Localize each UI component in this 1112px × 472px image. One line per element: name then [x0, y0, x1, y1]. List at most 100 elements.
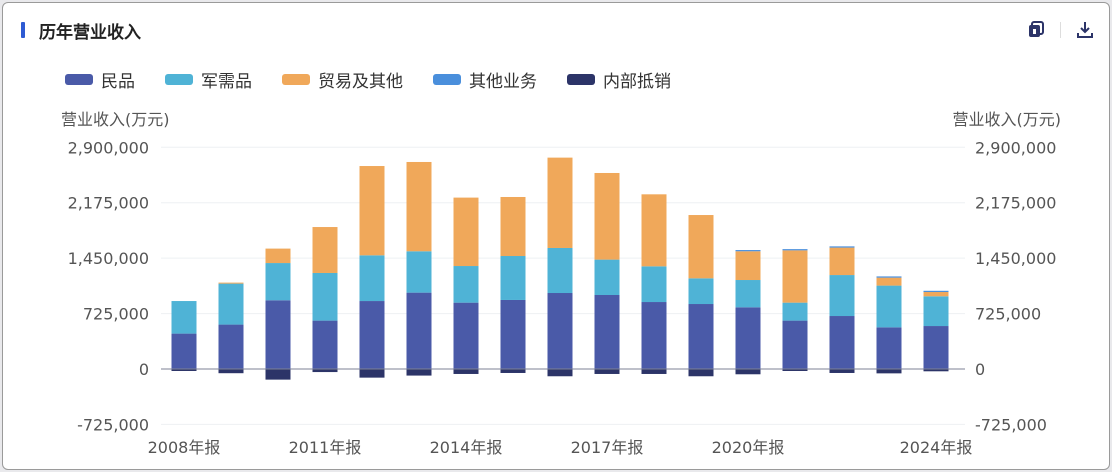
bar-segment — [735, 251, 761, 281]
bar-segment — [594, 369, 620, 374]
bar-segment — [312, 320, 338, 369]
bar-segment — [547, 247, 573, 294]
bar-segment — [594, 294, 620, 369]
bar-segment — [312, 369, 338, 373]
bar-segment — [923, 296, 949, 327]
x-tick-label: 2024年报 — [900, 438, 973, 457]
bar-segment — [829, 316, 855, 369]
bar-segment — [688, 278, 714, 305]
bar-segment — [265, 248, 291, 264]
bar-segment — [829, 247, 855, 276]
bar-segment — [829, 246, 855, 248]
legend-swatch — [282, 74, 310, 85]
x-tick-label: 2014年报 — [430, 438, 503, 457]
bar-segment — [735, 307, 761, 369]
bar-segment — [594, 172, 620, 260]
legend-item[interactable]: 军需品 — [165, 67, 252, 92]
bar-segment — [876, 277, 902, 286]
bar-segment — [782, 369, 808, 371]
legend-label: 军需品 — [201, 72, 252, 92]
bar-segment — [547, 369, 573, 377]
toolbar-divider — [1060, 22, 1061, 38]
bar-segment — [312, 272, 338, 321]
stacked-bar-chart: 营业收入(万元) 营业收入(万元) -725,000 -725,000 0 0 725,00… — [61, 110, 1062, 457]
bar-segment — [359, 369, 385, 378]
bar-segment — [923, 290, 949, 293]
y-tick-label-right: 725,000 — [975, 305, 1041, 324]
bar-segment — [453, 197, 479, 267]
legend-item[interactable]: 贸易及其他 — [282, 67, 403, 92]
bar-segment — [829, 275, 855, 317]
bar-segment — [500, 196, 526, 257]
bar-segment — [782, 302, 808, 321]
bar-segment — [218, 283, 244, 325]
bar-segment — [406, 161, 432, 252]
bar-segment — [359, 166, 385, 256]
bar-segment — [594, 259, 620, 295]
legend-swatch — [65, 74, 93, 85]
bar-segment — [641, 369, 667, 374]
legend-item[interactable]: 内部抵销 — [567, 67, 671, 92]
bar-segment — [829, 369, 855, 373]
bar-segment — [641, 302, 667, 369]
y-tick-label-right: -725,000 — [975, 415, 1047, 434]
bar-segment — [218, 369, 244, 374]
y-tick-label-right: 2,175,000 — [975, 194, 1056, 213]
bar-segment — [265, 300, 291, 369]
y-tick-label-right: 0 — [975, 360, 985, 379]
y-tick-label-left: 1,450,000 — [68, 249, 149, 268]
download-icon[interactable] — [1075, 20, 1095, 40]
card-title: 历年营业收入 — [39, 23, 141, 43]
x-tick-label: 2008年报 — [148, 438, 221, 457]
bar-segment — [406, 369, 432, 376]
bar-segment — [782, 320, 808, 369]
legend-item[interactable]: 其他业务 — [433, 67, 537, 92]
y-axis-title-left: 营业收入(万元) — [61, 110, 170, 129]
bar-segment — [735, 250, 761, 252]
bar-segment — [782, 249, 808, 251]
y-tick-label-left: -725,000 — [77, 415, 149, 434]
bar-segment — [876, 369, 902, 374]
legend-swatch — [165, 74, 193, 85]
y-tick-label-right: 2,900,000 — [975, 138, 1056, 157]
bar-segment — [453, 266, 479, 303]
x-tick-label: 2011年报 — [289, 438, 362, 457]
copy-icon[interactable] — [1026, 20, 1046, 40]
bar-segment — [876, 276, 902, 278]
bar-segment — [406, 292, 432, 369]
legend-label: 民品 — [101, 72, 135, 92]
bar-segment — [171, 301, 197, 334]
bar-segment — [218, 324, 244, 369]
legend-label: 其他业务 — [469, 72, 537, 92]
x-tick-label: 2017年报 — [571, 438, 644, 457]
bar-segment — [500, 256, 526, 300]
legend-swatch — [567, 74, 595, 85]
bar-segment — [688, 304, 714, 369]
legend-label: 贸易及其他 — [318, 72, 403, 92]
bar-segment — [359, 255, 385, 302]
y-axis-title-right: 营业收入(万元) — [953, 110, 1062, 129]
bar-segment — [923, 292, 949, 297]
bar-segment — [547, 157, 573, 248]
toolbar — [1026, 20, 1095, 40]
bar-segment — [735, 280, 761, 308]
legend-label: 内部抵销 — [603, 72, 671, 92]
bar-segment — [923, 369, 949, 372]
bar-segment — [782, 250, 808, 303]
title-accent — [21, 22, 25, 38]
y-tick-label-left: 2,175,000 — [68, 194, 149, 213]
bar-segment — [923, 326, 949, 369]
bar-segment — [312, 227, 338, 273]
bar-segment — [359, 301, 385, 369]
y-tick-label-left: 2,900,000 — [68, 138, 149, 157]
bar-segment — [876, 285, 902, 328]
bar-segment — [688, 369, 714, 377]
bar-segment — [500, 369, 526, 373]
x-tick-label: 2020年报 — [712, 438, 785, 457]
bar-segment — [641, 266, 667, 303]
bar-segment — [876, 327, 902, 369]
legend-item[interactable]: 民品 — [65, 67, 135, 92]
bar-segment — [688, 215, 714, 279]
bar-segment — [735, 369, 761, 375]
